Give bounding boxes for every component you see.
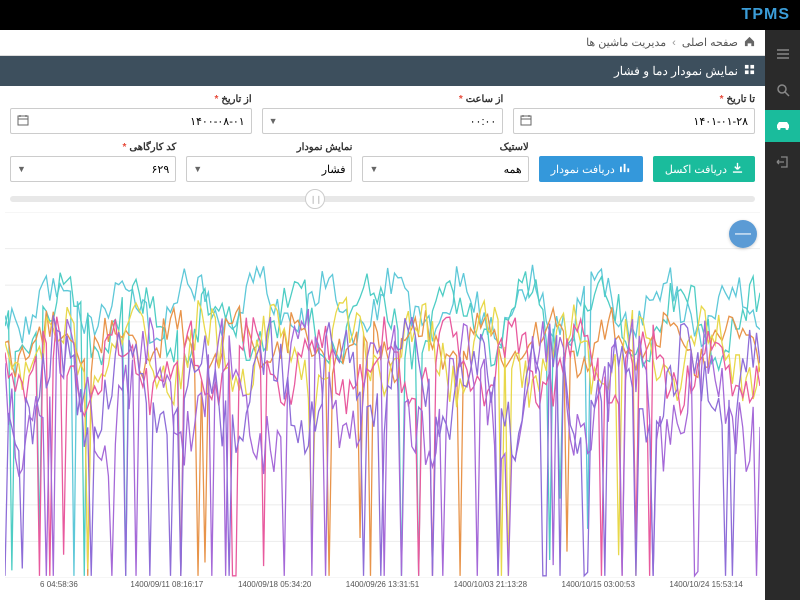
line-chart[interactable] xyxy=(5,212,760,578)
topbar: TPMS xyxy=(0,0,800,30)
x-tick-label: 1400/09/11 08:16:17 xyxy=(113,580,221,600)
x-tick-label: 1400/10/15 03:00:53 xyxy=(544,580,652,600)
to-date-label: تا تاریخ xyxy=(727,94,756,105)
breadcrumb-current: مدیریت ماشین ها xyxy=(586,36,666,49)
time-slider[interactable]: ❘❘ xyxy=(0,190,765,212)
slider-handle[interactable]: ❘❘ xyxy=(305,189,325,209)
from-date-input[interactable]: ۱۴۰۰-۰۸-۰۱ xyxy=(10,108,252,134)
filters: از تاریخ* ۱۴۰۰-۰۸-۰۱ از ساعت* ▼ ۰۰:۰۰ تا… xyxy=(0,86,765,190)
chart-type-label: نمایش نمودار xyxy=(297,142,353,153)
grid-icon xyxy=(744,64,755,78)
logout-icon[interactable] xyxy=(765,146,800,178)
workshop-input[interactable]: ▼ ۶۲۹ xyxy=(10,156,176,182)
tire-value: همه xyxy=(504,163,522,176)
required-marker: * xyxy=(459,94,463,105)
main-panel: صفحه اصلی › مدیریت ماشین ها نمایش نمودار… xyxy=(0,30,765,600)
workshop-label: کد کارگاهی xyxy=(129,142,176,153)
x-tick-label: 1400/10/24 15:53:14 xyxy=(652,580,760,600)
chart-type-value: فشار xyxy=(322,163,346,176)
x-axis: 6 04:58:361400/09/11 08:16:171400/09/18 … xyxy=(0,578,765,600)
panel-title: نمایش نمودار دما و فشار xyxy=(614,64,738,78)
required-marker: * xyxy=(122,142,126,153)
panel-header: نمایش نمودار دما و فشار xyxy=(0,56,765,86)
breadcrumb-home[interactable]: صفحه اصلی xyxy=(682,36,738,49)
app-logo: TPMS xyxy=(742,6,790,24)
download-icon xyxy=(732,162,743,176)
workshop-value: ۶۲۹ xyxy=(152,163,170,176)
get-chart-button[interactable]: دریافت نمودار xyxy=(539,156,643,182)
home-icon[interactable] xyxy=(744,36,755,50)
from-time-label: از ساعت xyxy=(466,94,504,105)
filter-row-2: کد کارگاهی* ▼ ۶۲۹ نمایش نمودار ▼ فشار لا… xyxy=(10,142,755,182)
x-tick-label: 6 04:58:36 xyxy=(5,580,113,600)
filter-row-1: از تاریخ* ۱۴۰۰-۰۸-۰۱ از ساعت* ▼ ۰۰:۰۰ تا… xyxy=(10,94,755,134)
to-date-input[interactable]: ۱۴۰۱-۰۱-۲۸ xyxy=(513,108,755,134)
calendar-icon xyxy=(520,114,532,129)
from-date-value: ۱۴۰۰-۰۸-۰۱ xyxy=(190,115,245,128)
chart-area: — xyxy=(0,212,765,578)
menu-toggle-icon[interactable] xyxy=(765,38,800,70)
to-date-value: ۱۴۰۱-۰۱-۲۸ xyxy=(693,115,748,128)
chart-icon xyxy=(620,162,631,176)
calendar-icon xyxy=(17,114,29,129)
caret-down-icon: ▼ xyxy=(269,116,278,126)
vehicle-icon[interactable] xyxy=(765,110,800,142)
x-tick-label: 1400/10/03 21:13:28 xyxy=(436,580,544,600)
breadcrumb: صفحه اصلی › مدیریت ماشین ها xyxy=(0,30,765,56)
caret-down-icon: ▼ xyxy=(369,164,378,174)
required-marker: * xyxy=(720,94,724,105)
chevron-left-icon: › xyxy=(672,37,676,49)
required-marker: * xyxy=(214,94,218,105)
caret-down-icon: ▼ xyxy=(17,164,26,174)
container: صفحه اصلی › مدیریت ماشین ها نمایش نمودار… xyxy=(0,30,800,600)
tire-label: لاستیک xyxy=(500,142,529,153)
get-chart-label: دریافت نمودار xyxy=(551,163,615,176)
sidebar xyxy=(765,30,800,600)
from-time-value: ۰۰:۰۰ xyxy=(470,115,497,128)
caret-down-icon: ▼ xyxy=(193,164,202,174)
get-excel-button[interactable]: دریافت اکسل xyxy=(653,156,755,182)
from-time-input[interactable]: ▼ ۰۰:۰۰ xyxy=(262,108,504,134)
search-icon[interactable] xyxy=(765,74,800,106)
x-tick-label: 1400/09/26 13:31:51 xyxy=(329,580,437,600)
x-tick-label: 1400/09/18 05:34:20 xyxy=(221,580,329,600)
from-date-label: از تاریخ xyxy=(221,94,251,105)
zoom-reset-button[interactable]: — xyxy=(729,220,757,248)
slider-track: ❘❘ xyxy=(10,196,755,202)
tire-input[interactable]: ▼ همه xyxy=(362,156,528,182)
minus-icon: — xyxy=(735,225,751,243)
chart-type-input[interactable]: ▼ فشار xyxy=(186,156,352,182)
get-excel-label: دریافت اکسل xyxy=(665,163,727,176)
